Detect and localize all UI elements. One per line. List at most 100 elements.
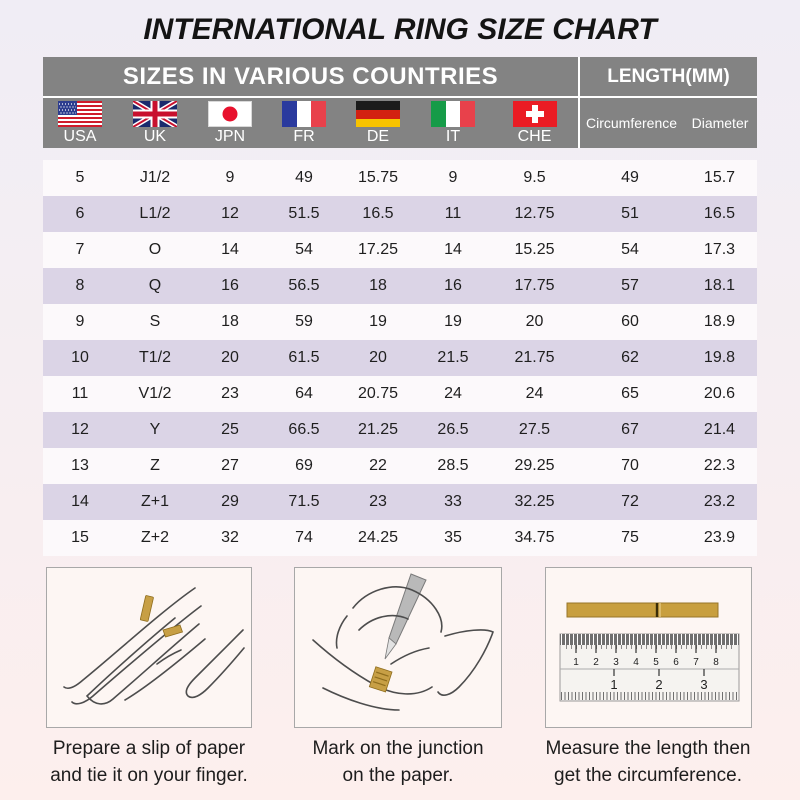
table-cell: 54 <box>621 241 639 258</box>
table-cell: 32.25 <box>514 493 555 510</box>
table-cell: 15.7 <box>703 169 736 186</box>
italy-flag-icon <box>431 101 475 127</box>
table-cell: 24 <box>444 385 462 402</box>
table-cell: 21.75 <box>514 349 555 366</box>
table-cell: 10 <box>71 349 89 366</box>
caption-line: Mark on the junction <box>312 738 484 759</box>
table-cell: 23.9 <box>703 529 736 546</box>
table-cell: 51.5 <box>288 205 320 222</box>
caption-line: get the circumference. <box>554 765 742 786</box>
france-flag-icon <box>282 101 326 127</box>
column-header-uk: UK <box>117 98 193 148</box>
column-label-it: IT <box>445 128 461 145</box>
table-cell: 14 <box>71 493 89 510</box>
table-cell: 20 <box>525 313 544 330</box>
table-cell: T1/2 <box>138 349 171 366</box>
header-sizes-section: SIZES IN VARIOUS COUNTRIES <box>43 57 578 148</box>
chart-header: SIZES IN VARIOUS COUNTRIES <box>43 57 757 148</box>
table-cell: 9 <box>75 313 85 330</box>
table-cell: 18 <box>221 313 239 330</box>
table-cell: 69 <box>295 457 313 474</box>
uk-flag-icon <box>133 101 177 127</box>
table-cell: 70 <box>621 457 639 474</box>
table-cell: 8 <box>75 277 85 294</box>
table-cell: 14 <box>444 241 462 258</box>
column-header-fr: FR <box>267 98 341 148</box>
table-cell: Z+2 <box>140 529 169 546</box>
table-cell: 14 <box>221 241 239 258</box>
table-cell: 26.5 <box>437 421 469 438</box>
table-cell: 6 <box>75 205 85 222</box>
svg-text:3: 3 <box>700 677 707 692</box>
caption-line: Prepare a slip of paper <box>52 738 246 759</box>
table-cell: 16.5 <box>703 205 736 222</box>
table-cell: 9 <box>225 169 235 186</box>
column-label-usa: USA <box>63 128 97 145</box>
table-cell: J1/2 <box>139 169 171 186</box>
table-cell: 5 <box>75 169 85 186</box>
table-cell: 19.8 <box>703 349 736 366</box>
instruction-panel-2 <box>294 567 502 728</box>
header-length-section: LENGTH(MM) Circumference Diameter <box>578 57 757 148</box>
svg-text:5: 5 <box>653 657 659 668</box>
hand-with-paper-strip-illustration <box>63 587 245 705</box>
column-header-che: CHE <box>491 98 578 148</box>
table-cell: 29.25 <box>514 457 555 474</box>
table-cell: 67 <box>621 421 639 438</box>
table-cell: 12 <box>71 421 89 438</box>
table-cell: 17.75 <box>514 277 555 294</box>
table-row: 9 S 18 59 19 19 20 60 18.9 <box>43 304 757 340</box>
table-row: 7 O 14 54 17.25 14 15.25 54 17.3 <box>43 232 757 268</box>
table-cell: 21.4 <box>703 421 736 438</box>
ring-size-table-body: 5 J1/2 9 49 15.75 9 9.5 49 15.7 6 L1/2 12 51.5 16.5 11… <box>43 160 757 556</box>
flag-row: USA UK <box>43 98 578 148</box>
svg-text:6: 6 <box>673 657 679 668</box>
column-label-jpn: JPN <box>214 128 246 145</box>
table-cell: 19 <box>369 313 387 330</box>
column-label-fr: FR <box>293 128 315 145</box>
table-cell: 32 <box>221 529 239 546</box>
column-header-jpn: JPN <box>193 98 267 148</box>
header-sizes-title: SIZES IN VARIOUS COUNTRIES <box>43 57 578 98</box>
table-cell: 20 <box>369 349 387 366</box>
table-row: 8 Q 16 56.5 18 16 17.75 57 18.1 <box>43 268 757 304</box>
table-row: 5 J1/2 9 49 15.75 9 9.5 49 15.7 <box>43 160 757 196</box>
svg-text:2: 2 <box>655 677 662 692</box>
japan-flag-icon <box>208 101 252 127</box>
table-cell: 24 <box>525 385 544 402</box>
table-cell: 7 <box>75 241 85 258</box>
column-header-de: DE <box>341 98 415 148</box>
table-cell: Y <box>149 421 161 438</box>
table-cell: 49 <box>621 169 639 186</box>
table-cell: 19 <box>444 313 462 330</box>
table-cell: Q <box>148 277 162 294</box>
table-cell: 20.6 <box>703 385 736 402</box>
table-cell: S <box>149 313 161 330</box>
table-cell: 20.75 <box>357 385 399 402</box>
table-cell: 9 <box>448 169 458 186</box>
table-cell: 23.2 <box>703 493 736 510</box>
column-label-uk: UK <box>143 128 167 145</box>
table-cell: 27.5 <box>518 421 551 438</box>
table-cell: 74 <box>295 529 313 546</box>
table-cell: 54 <box>295 241 313 258</box>
table-cell: 12.75 <box>514 205 555 222</box>
table-cell: 17.3 <box>703 241 736 258</box>
table-row: 12 Y 25 66.5 21.25 26.5 27.5 67 21.4 <box>43 412 757 448</box>
table-cell: 27 <box>221 457 239 474</box>
table-cell: 15.25 <box>514 241 555 258</box>
table-cell: 9.5 <box>523 169 546 186</box>
table-cell: 24.25 <box>357 529 399 546</box>
table-cell: Z <box>150 457 160 474</box>
svg-text:1: 1 <box>610 677 617 692</box>
table-cell: 62 <box>621 349 639 366</box>
column-label-diameter: Diameter <box>691 115 749 131</box>
instruction-caption-3: Measure the length then get the circumfe… <box>526 735 770 789</box>
table-row: 15 Z+2 32 74 24.25 35 34.75 75 23.9 <box>43 520 757 556</box>
caption-line: Measure the length then <box>545 738 751 759</box>
table-cell: 21.5 <box>437 349 469 366</box>
table-cell: 60 <box>621 313 639 330</box>
page-title: INTERNATIONAL RING SIZE CHART <box>143 13 657 46</box>
